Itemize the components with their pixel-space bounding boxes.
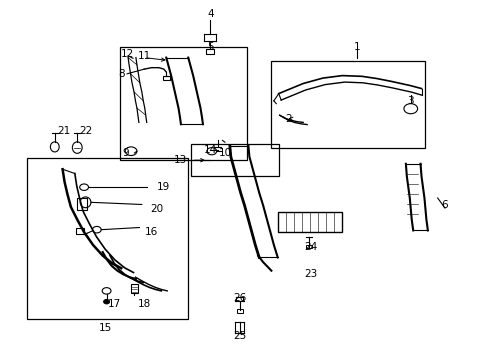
Text: 16: 16 xyxy=(144,227,158,237)
Bar xyxy=(305,245,311,248)
Text: 22: 22 xyxy=(79,126,92,136)
Bar xyxy=(190,144,278,176)
Bar xyxy=(131,284,138,293)
Text: 11: 11 xyxy=(137,51,151,61)
Text: 6: 6 xyxy=(441,200,447,210)
Text: 8: 8 xyxy=(118,69,124,79)
Bar xyxy=(163,76,169,80)
Bar xyxy=(236,309,242,313)
Text: 20: 20 xyxy=(150,204,163,214)
Text: 18: 18 xyxy=(137,299,151,309)
Text: 9: 9 xyxy=(122,148,129,158)
Text: 1: 1 xyxy=(353,42,360,52)
Text: 21: 21 xyxy=(57,126,70,136)
Text: 17: 17 xyxy=(108,299,122,309)
Text: 24: 24 xyxy=(303,242,317,252)
Text: 4: 4 xyxy=(206,9,213,19)
Text: 13: 13 xyxy=(173,155,186,165)
Circle shape xyxy=(103,300,109,304)
Text: 26: 26 xyxy=(232,293,246,303)
Text: 14: 14 xyxy=(203,145,217,156)
Bar xyxy=(277,212,342,232)
Bar xyxy=(77,198,87,210)
Text: 3: 3 xyxy=(407,96,413,106)
Text: 23: 23 xyxy=(303,269,317,279)
Text: 12: 12 xyxy=(120,49,134,59)
Text: 5: 5 xyxy=(206,42,213,52)
Text: 10: 10 xyxy=(218,148,231,158)
Text: 19: 19 xyxy=(157,182,170,192)
Bar xyxy=(271,61,425,148)
Bar xyxy=(27,158,188,319)
Text: 25: 25 xyxy=(232,330,246,341)
Text: 15: 15 xyxy=(98,323,112,333)
Text: 2: 2 xyxy=(285,114,291,124)
Bar xyxy=(206,49,214,54)
Bar xyxy=(76,228,84,234)
Bar xyxy=(120,47,246,160)
